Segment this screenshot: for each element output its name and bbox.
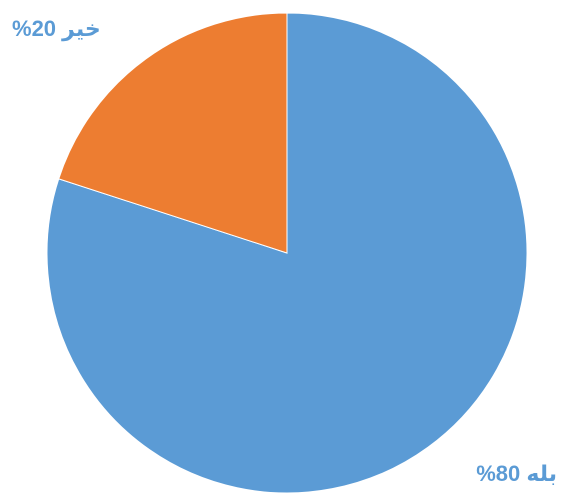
slice-label-yes-value: 80% (476, 461, 521, 486)
pie-slice-yes (46, 12, 528, 494)
slice-label-yes-name: بله (526, 461, 557, 486)
pie-slice-no (58, 12, 288, 254)
slice-label-no-value: 20% (12, 16, 57, 41)
pie-slices (46, 12, 528, 494)
slice-label-no-name: خیر (62, 16, 101, 41)
slice-label-no: خیر 20% (12, 16, 101, 42)
slice-label-yes: بله 80% (476, 461, 557, 487)
